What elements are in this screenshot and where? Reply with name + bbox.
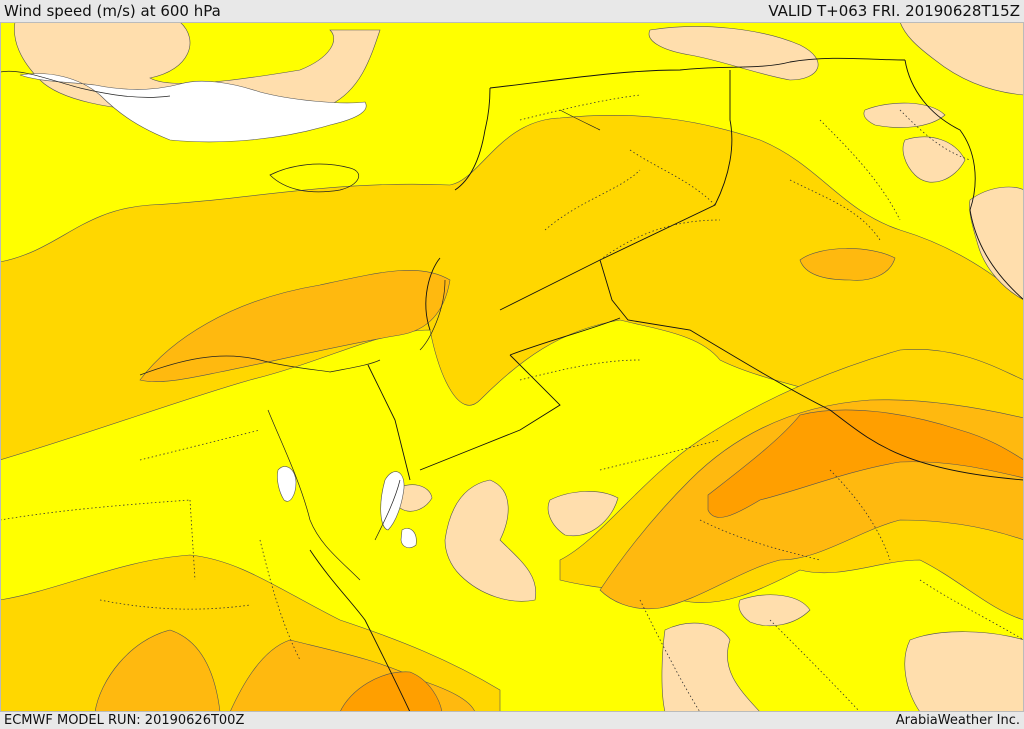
wind-band-peach-east-3 [863,102,946,128]
wind-band-amber-south [94,629,221,712]
map-title: Wind speed (m/s) at 600 hPa [4,2,221,20]
wind-band-amber-west [139,269,451,382]
wind-band-peach-center-2 [547,491,619,537]
wind-band-white-small [277,466,297,502]
wind-band-peach-east-4 [902,136,966,183]
wind-band-peach-east [899,22,1024,96]
map-canvas[interactable] [0,22,1024,712]
coastlines [0,70,601,581]
map-svg [0,22,1024,712]
province-lines [0,94,1024,712]
wind-band-white [19,73,367,143]
wind-band-peach-south-2 [738,594,811,627]
footer-bar: ECMWF MODEL RUN: 20190626T00Z ArabiaWeat… [0,712,1024,729]
wind-band-amber-blob [799,248,896,281]
wind-band-orange-south [339,671,443,712]
wind-band-peach-southeast [904,631,1024,712]
header-bar: Wind speed (m/s) at 600 hPa VALID T+063 … [0,0,1024,22]
model-run-label: ECMWF MODEL RUN: 20190626T00Z [4,713,245,728]
credit-label: ArabiaWeather Inc. [895,713,1020,728]
country-borders [309,57,1024,712]
wind-band-peach-northeast [648,26,819,81]
wind-band-orange-core [707,409,1024,518]
wind-band-peach-center [444,479,537,602]
valid-time-label: VALID T+063 FRI. 20190628T15Z [768,2,1020,20]
wind-band-white-small-3 [400,528,417,549]
wind-band-peach-east-2 [969,186,1024,301]
